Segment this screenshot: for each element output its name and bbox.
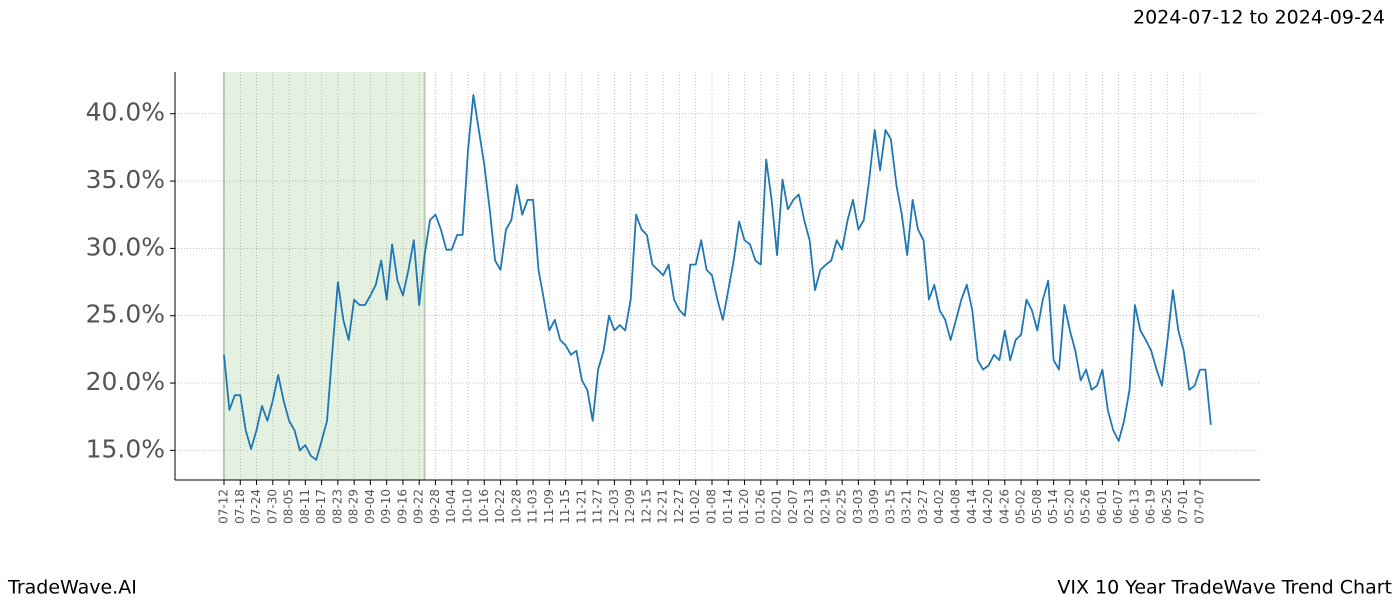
x-tick-label: 08-05 [282,489,296,524]
x-tick-label: 10-16 [477,489,491,524]
x-tick-label: 08-11 [298,489,312,524]
x-tick-label: 04-08 [949,489,963,524]
x-tick-label: 10-28 [509,489,523,524]
x-tick-label: 11-15 [558,489,572,524]
y-tick-label: 30.0% [86,232,165,261]
x-tick-label: 05-02 [1014,489,1028,524]
x-tick-label: 07-30 [265,489,279,524]
x-tick-label: 06-25 [1160,489,1174,524]
x-tick-label: 09-04 [363,489,377,524]
footer-title: VIX 10 Year TradeWave Trend Chart [1057,577,1392,599]
x-tick-label: 05-26 [1079,489,1093,524]
x-tick-label: 02-25 [835,489,849,524]
x-tick-label: 04-20 [981,489,995,524]
x-tick-label: 12-15 [639,489,653,524]
x-tick-label: 02-01 [770,489,784,524]
x-tick-label: 10-10 [461,489,475,524]
x-tick-label: 10-22 [493,489,507,524]
x-tick-label: 09-28 [428,489,442,524]
x-tick-label: 03-15 [883,489,897,524]
x-tick-label: 09-10 [379,489,393,524]
x-tick-label: 03-27 [916,489,930,524]
y-tick-label: 20.0% [86,367,165,396]
x-tick-label: 05-20 [1062,489,1076,524]
x-tick-label: 01-02 [688,489,702,524]
x-tick-label: 11-21 [574,489,588,524]
date-range: 2024-07-12 to 2024-09-24 [1133,7,1385,29]
x-tick-label: 01-20 [737,489,751,524]
x-tick-label: 10-04 [444,489,458,524]
x-tick-label: 08-29 [347,489,361,524]
x-tick-label: 09-22 [412,489,426,524]
x-tick-label: 03-03 [851,489,865,524]
y-tick-label: 25.0% [86,300,165,329]
data-line [223,94,1212,461]
x-tick-label: 12-03 [607,489,621,524]
x-tick-label: 04-02 [932,489,946,524]
x-tick-label: 06-13 [1127,489,1141,524]
x-tick-label: 07-18 [233,489,247,524]
x-tick-label: 03-09 [867,489,881,524]
x-tick-label: 11-27 [591,489,605,524]
x-tick-label: 11-09 [542,489,556,524]
x-tick-label: 12-09 [623,489,637,524]
footer-brand: TradeWave.AI [7,577,137,599]
x-tick-label: 03-21 [900,489,914,524]
x-tick-label: 05-14 [1046,489,1060,524]
x-tick-label: 07-07 [1193,489,1207,524]
y-tick-label: 40.0% [86,98,165,127]
x-tick-label: 06-01 [1095,489,1109,524]
x-tick-label: 01-14 [721,489,735,524]
x-tick-label: 07-12 [217,489,231,524]
highlight-band [224,72,425,480]
x-tick-label: 05-08 [1030,489,1044,524]
x-tick-label: 07-01 [1176,489,1190,524]
x-tick-label: 12-21 [656,489,670,524]
x-tick-label: 08-17 [314,489,328,524]
x-tick-label: 08-23 [330,489,344,524]
x-tick-label: 06-07 [1111,489,1125,524]
x-tick-label: 02-19 [818,489,832,524]
x-tick-label: 06-19 [1144,489,1158,524]
x-tick-label: 11-03 [526,489,540,524]
y-tick-label: 15.0% [86,434,165,463]
x-tick-label: 01-08 [705,489,719,524]
x-tick-label: 04-14 [965,489,979,524]
x-tick-label: 07-24 [249,489,263,524]
x-tick-label: 02-07 [786,489,800,524]
x-tick-label: 09-16 [395,489,409,524]
y-tick-label: 35.0% [86,165,165,194]
x-tick-label: 04-26 [997,489,1011,524]
x-tick-label: 02-13 [802,489,816,524]
x-tick-label: 01-26 [753,489,767,524]
x-tick-label: 12-27 [672,489,686,524]
